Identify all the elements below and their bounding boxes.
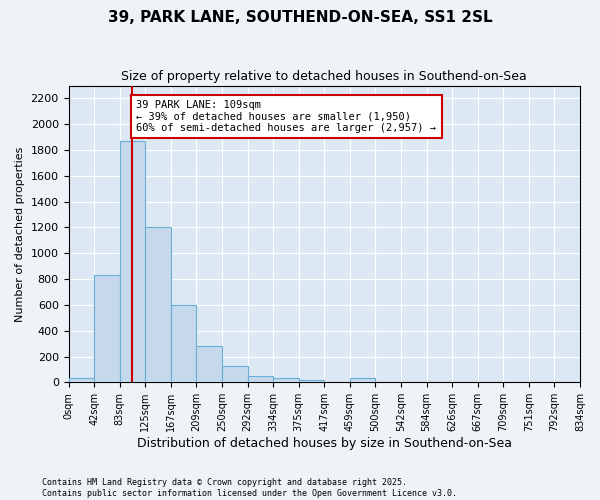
Y-axis label: Number of detached properties: Number of detached properties [15, 146, 25, 322]
Bar [171, 305, 196, 382]
Bar [68, 378, 94, 382]
X-axis label: Distribution of detached houses by size in Southend-on-Sea: Distribution of detached houses by size … [137, 437, 512, 450]
Text: Contains HM Land Registry data © Crown copyright and database right 2025.
Contai: Contains HM Land Registry data © Crown c… [42, 478, 457, 498]
Text: 39 PARK LANE: 109sqm
← 39% of detached houses are smaller (1,950)
60% of semi-de: 39 PARK LANE: 109sqm ← 39% of detached h… [136, 100, 436, 133]
Bar [299, 380, 324, 382]
Bar [248, 376, 273, 382]
Bar [145, 228, 171, 382]
Bar [94, 275, 119, 382]
Bar [273, 378, 299, 382]
Text: 39, PARK LANE, SOUTHEND-ON-SEA, SS1 2SL: 39, PARK LANE, SOUTHEND-ON-SEA, SS1 2SL [107, 10, 493, 25]
Bar [222, 366, 248, 382]
Bar [350, 378, 376, 382]
Bar [196, 346, 222, 383]
Title: Size of property relative to detached houses in Southend-on-Sea: Size of property relative to detached ho… [121, 70, 527, 83]
Bar [119, 141, 145, 382]
